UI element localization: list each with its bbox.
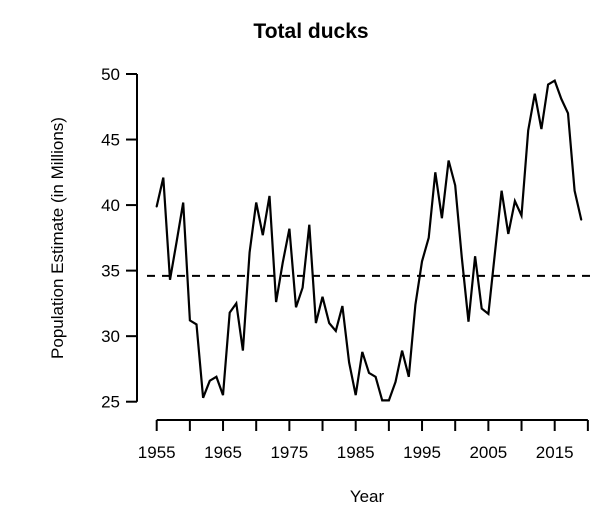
x-tick-label: 1965 xyxy=(204,443,242,462)
x-tick-label: 1975 xyxy=(270,443,308,462)
x-tick-label: 2005 xyxy=(469,443,507,462)
y-tick-label: 50 xyxy=(101,65,120,84)
x-tick-label: 1955 xyxy=(138,443,176,462)
x-tick-label: 1985 xyxy=(337,443,375,462)
x-tick-label: 2015 xyxy=(536,443,574,462)
y-tick-label: 25 xyxy=(101,393,120,412)
x-axis-label: Year xyxy=(349,487,385,506)
x-tick-label: 1995 xyxy=(403,443,441,462)
y-tick-label: 45 xyxy=(101,130,120,149)
y-tick-label: 30 xyxy=(101,327,120,346)
y-tick-label: 40 xyxy=(101,196,120,215)
chart-title: Total ducks xyxy=(253,20,369,43)
population-series-line xyxy=(155,78,583,402)
y-tick-label: 35 xyxy=(101,262,120,281)
